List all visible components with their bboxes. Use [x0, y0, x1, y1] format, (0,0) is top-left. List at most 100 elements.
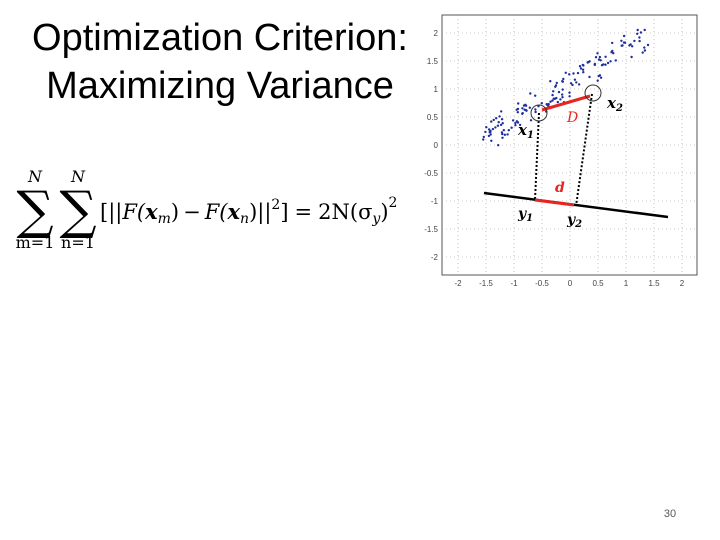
scatter-point: [568, 73, 571, 76]
close-m: ): [171, 200, 179, 224]
scatter-point: [501, 122, 504, 125]
scatter-point: [621, 44, 624, 47]
x-n: x: [227, 199, 241, 224]
scatter-point: [557, 90, 561, 94]
scatter-point: [636, 32, 639, 35]
scatter-point: [612, 52, 615, 55]
scatter-point: [561, 88, 564, 91]
sum1-symbol: ∑: [16, 181, 53, 241]
sum2-lower-limit: n=1: [61, 233, 95, 252]
scatter-point: [485, 126, 488, 129]
minus-sign: −: [183, 200, 201, 224]
scatter-point: [581, 68, 585, 71]
f-of-xm: F(: [121, 200, 146, 224]
sum2-symbol: ∑: [59, 181, 96, 241]
scatter-point: [497, 144, 500, 147]
scatter-point: [528, 106, 531, 109]
grid-lines: [442, 15, 697, 275]
scatter-point: [575, 81, 578, 84]
scatter-point: [622, 41, 626, 44]
scatter-point: [622, 34, 626, 38]
open-bracket: [||: [100, 200, 122, 225]
y-tick: -1: [431, 197, 439, 206]
scatter-point: [518, 123, 522, 127]
scatter-point: [491, 127, 495, 131]
x-m: x: [144, 199, 158, 224]
x-tick: 0.5: [592, 279, 604, 288]
scatter-point: [503, 133, 507, 136]
scatter-point: [496, 124, 500, 127]
scatter-point: [514, 124, 517, 127]
scatter-point: [492, 118, 495, 122]
scatter-point: [523, 108, 526, 111]
scatter-point: [507, 129, 510, 132]
scatter-points: [482, 28, 650, 147]
scatter-point: [487, 128, 491, 131]
x-tick: 1.5: [648, 279, 660, 288]
scatter-point: [549, 80, 552, 83]
scatter-point: [521, 112, 524, 115]
x-tick-labels: -2 -1.5 -1 -0.5 0 0.5 1 1.5 2: [454, 279, 684, 288]
scatter-point: [521, 107, 524, 110]
y-tick: -1.5: [424, 225, 438, 234]
scatter-point: [487, 134, 491, 138]
scatter-point: [553, 97, 557, 101]
scatter-point: [516, 107, 520, 111]
slide-title: Optimization Criterion: Maximizing Varia…: [10, 14, 430, 110]
scatter-point: [611, 41, 614, 45]
scatter-point: [643, 28, 646, 32]
scatter-point: [529, 119, 533, 122]
scatter-point: [510, 126, 513, 129]
scatter-point: [598, 74, 602, 77]
rhs-close: ): [380, 200, 388, 224]
scatter-point: [482, 135, 485, 139]
scatter-point: [604, 55, 607, 58]
projection-figure: 2 1.5 1 0.5 0 -0.5 -1 -1.5 -2 -2 -1.5 -1…: [424, 14, 698, 288]
label-y2: y2: [566, 212, 582, 230]
scatter-point: [551, 99, 554, 102]
scatter-point: [638, 39, 641, 43]
projection-guide-x1: [534, 112, 540, 201]
scatter-point: [500, 110, 503, 113]
scatter-point: [499, 123, 503, 127]
scatter-point: [599, 76, 603, 79]
sum2-upper-limit: N: [70, 167, 86, 186]
square-1: 2: [271, 197, 280, 213]
scatter-point: [631, 45, 634, 48]
y-tick: 0: [434, 141, 439, 150]
scatter-point: [614, 59, 617, 62]
scatter-point: [489, 133, 492, 136]
x-tick: -2: [454, 279, 462, 288]
scatter-point: [549, 100, 552, 103]
y-tick: 2: [434, 29, 439, 38]
x1-marker: [530, 104, 548, 122]
sub-m: m: [158, 211, 171, 227]
scatter-point: [602, 63, 605, 66]
scatter-point: [564, 71, 567, 74]
scatter-point: [610, 51, 613, 54]
scatter-point: [643, 46, 646, 49]
variance-formula: N ∑ m=1 N ∑ n=1 [||F(xm) − F(xn)||2] = 2N(σy…: [16, 167, 398, 252]
scatter-point: [490, 139, 493, 142]
rhs-prefix: 2N(σ: [318, 200, 372, 224]
scatter-point: [495, 117, 498, 120]
scatter-point: [517, 102, 520, 105]
x-tick: -1.5: [479, 279, 493, 288]
scatter-point: [561, 96, 564, 99]
scatter-point: [606, 61, 610, 65]
scatter-point: [556, 100, 559, 104]
scatter-point: [559, 98, 562, 101]
scatter-point: [561, 80, 564, 83]
close-bracket: ]: [280, 200, 288, 224]
scatter-point: [552, 90, 555, 93]
scatter-point: [529, 92, 532, 95]
x-tick: 1: [624, 279, 629, 288]
scatter-point: [501, 136, 504, 139]
label-y1: y1: [517, 206, 533, 224]
projection-guide-x2: [575, 93, 593, 207]
scatter-point: [514, 121, 517, 125]
scatter-point: [561, 93, 564, 96]
scatter-point: [633, 39, 636, 43]
scatter-point: [643, 49, 647, 52]
scatter-point: [581, 63, 584, 67]
